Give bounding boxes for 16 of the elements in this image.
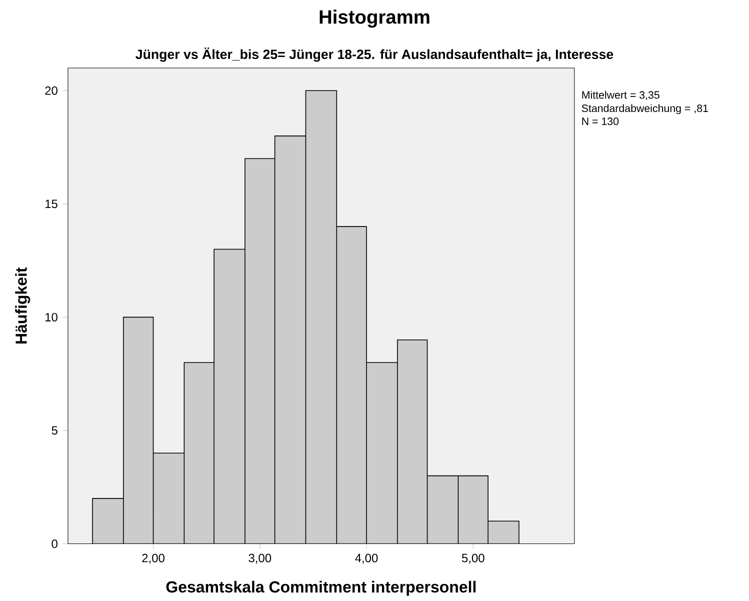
x-tick-label: 2,00: [142, 554, 164, 564]
text: N = 130: [582, 118, 619, 126]
y-tick-label: 15: [46, 200, 58, 208]
y-axis-title: Häufigkeit: [15, 267, 30, 344]
y-tick-label: 10: [46, 312, 58, 322]
text: Standardabweichung = ,81: [582, 104, 708, 114]
chart-title: Histogramm: [320, 10, 430, 28]
y-tick-label: 5: [52, 426, 58, 435]
x-tick-label: 4,00: [355, 554, 378, 564]
y-tick-label: 20: [45, 86, 58, 95]
x-tick-label: 5,00: [462, 554, 484, 564]
text: Mittelwert = 3,35: [582, 90, 660, 100]
y-tick-label: 0: [52, 539, 58, 548]
x-tick-label: 3,00: [248, 554, 272, 564]
x-axis-title: Gesamtskala Commitment interpersonell: [166, 580, 476, 596]
chart-subtitle: Jünger vs Älter_bis 25= Jünger 18-25. für Auslandsaufenthalt= ja, Interesse: [136, 47, 614, 62]
